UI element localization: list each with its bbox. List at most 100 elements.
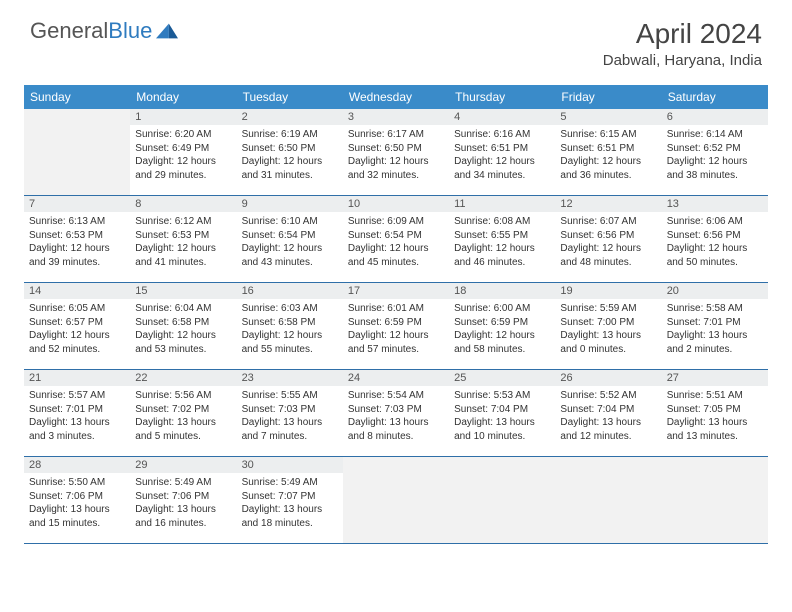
daylight-text: and 55 minutes. <box>242 343 338 357</box>
day-number: 2 <box>237 109 343 125</box>
calendar-week-row: 14Sunrise: 6:05 AMSunset: 6:57 PMDayligh… <box>24 283 768 370</box>
daylight-text: and 43 minutes. <box>242 256 338 270</box>
day-cell: 29Sunrise: 5:49 AMSunset: 7:06 PMDayligh… <box>130 457 236 543</box>
sunset-text: Sunset: 7:05 PM <box>667 403 763 417</box>
day-number: 16 <box>237 283 343 299</box>
page-header: GeneralBlue April 2024 Dabwali, Haryana,… <box>0 0 792 77</box>
daylight-text: and 52 minutes. <box>29 343 125 357</box>
day-number: 3 <box>343 109 449 125</box>
weekday-header: Friday <box>555 85 661 109</box>
day-cell: 28Sunrise: 5:50 AMSunset: 7:06 PMDayligh… <box>24 457 130 543</box>
day-cell: 15Sunrise: 6:04 AMSunset: 6:58 PMDayligh… <box>130 283 236 369</box>
day-details: Sunrise: 5:49 AMSunset: 7:06 PMDaylight:… <box>130 473 236 535</box>
title-block: April 2024 Dabwali, Haryana, India <box>603 18 762 69</box>
sunset-text: Sunset: 7:01 PM <box>29 403 125 417</box>
day-details: Sunrise: 5:58 AMSunset: 7:01 PMDaylight:… <box>662 299 768 361</box>
day-details: Sunrise: 6:13 AMSunset: 6:53 PMDaylight:… <box>24 212 130 274</box>
weekday-header: Wednesday <box>343 85 449 109</box>
sunrise-text: Sunrise: 6:07 AM <box>560 215 656 229</box>
sunset-text: Sunset: 7:03 PM <box>242 403 338 417</box>
sunrise-text: Sunrise: 5:55 AM <box>242 389 338 403</box>
sunset-text: Sunset: 7:06 PM <box>29 490 125 504</box>
daylight-text: and 50 minutes. <box>667 256 763 270</box>
daylight-text: Daylight: 13 hours <box>560 416 656 430</box>
sunset-text: Sunset: 6:54 PM <box>348 229 444 243</box>
daylight-text: Daylight: 12 hours <box>454 155 550 169</box>
sunset-text: Sunset: 7:00 PM <box>560 316 656 330</box>
day-cell: 19Sunrise: 5:59 AMSunset: 7:00 PMDayligh… <box>555 283 661 369</box>
day-number: 26 <box>555 370 661 386</box>
daylight-text: Daylight: 12 hours <box>29 242 125 256</box>
daylight-text: and 10 minutes. <box>454 430 550 444</box>
sunset-text: Sunset: 6:52 PM <box>667 142 763 156</box>
daylight-text: and 57 minutes. <box>348 343 444 357</box>
sunrise-text: Sunrise: 6:13 AM <box>29 215 125 229</box>
day-number: 25 <box>449 370 555 386</box>
day-number: 30 <box>237 457 343 473</box>
day-details: Sunrise: 6:09 AMSunset: 6:54 PMDaylight:… <box>343 212 449 274</box>
day-details: Sunrise: 6:00 AMSunset: 6:59 PMDaylight:… <box>449 299 555 361</box>
day-cell: 8Sunrise: 6:12 AMSunset: 6:53 PMDaylight… <box>130 196 236 282</box>
daylight-text: and 15 minutes. <box>29 517 125 531</box>
daylight-text: and 0 minutes. <box>560 343 656 357</box>
weekday-header: Saturday <box>662 85 768 109</box>
day-cell: 30Sunrise: 5:49 AMSunset: 7:07 PMDayligh… <box>237 457 343 543</box>
daylight-text: and 41 minutes. <box>135 256 231 270</box>
daylight-text: Daylight: 12 hours <box>667 242 763 256</box>
day-number: 6 <box>662 109 768 125</box>
day-cell: 17Sunrise: 6:01 AMSunset: 6:59 PMDayligh… <box>343 283 449 369</box>
weekday-header: Sunday <box>24 85 130 109</box>
day-cell: 2Sunrise: 6:19 AMSunset: 6:50 PMDaylight… <box>237 109 343 195</box>
sunset-text: Sunset: 6:59 PM <box>454 316 550 330</box>
day-number: 29 <box>130 457 236 473</box>
daylight-text: and 32 minutes. <box>348 169 444 183</box>
sunset-text: Sunset: 7:04 PM <box>560 403 656 417</box>
daylight-text: and 12 minutes. <box>560 430 656 444</box>
daylight-text: Daylight: 12 hours <box>348 329 444 343</box>
daylight-text: Daylight: 13 hours <box>560 329 656 343</box>
sunset-text: Sunset: 6:51 PM <box>560 142 656 156</box>
day-cell: 21Sunrise: 5:57 AMSunset: 7:01 PMDayligh… <box>24 370 130 456</box>
sunset-text: Sunset: 7:02 PM <box>135 403 231 417</box>
weekday-header: Tuesday <box>237 85 343 109</box>
daylight-text: Daylight: 13 hours <box>667 329 763 343</box>
day-number: 7 <box>24 196 130 212</box>
daylight-text: and 39 minutes. <box>29 256 125 270</box>
sunrise-text: Sunrise: 6:12 AM <box>135 215 231 229</box>
day-number: 9 <box>237 196 343 212</box>
sunrise-text: Sunrise: 6:09 AM <box>348 215 444 229</box>
day-number: 28 <box>24 457 130 473</box>
day-number: 24 <box>343 370 449 386</box>
sunrise-text: Sunrise: 6:08 AM <box>454 215 550 229</box>
day-details: Sunrise: 6:16 AMSunset: 6:51 PMDaylight:… <box>449 125 555 187</box>
daylight-text: Daylight: 12 hours <box>560 155 656 169</box>
day-cell: 23Sunrise: 5:55 AMSunset: 7:03 PMDayligh… <box>237 370 343 456</box>
daylight-text: Daylight: 12 hours <box>560 242 656 256</box>
day-number: 27 <box>662 370 768 386</box>
sunrise-text: Sunrise: 5:50 AM <box>29 476 125 490</box>
day-cell: 10Sunrise: 6:09 AMSunset: 6:54 PMDayligh… <box>343 196 449 282</box>
sunset-text: Sunset: 6:56 PM <box>560 229 656 243</box>
sunset-text: Sunset: 6:54 PM <box>242 229 338 243</box>
daylight-text: Daylight: 12 hours <box>135 242 231 256</box>
sunrise-text: Sunrise: 6:19 AM <box>242 128 338 142</box>
daylight-text: Daylight: 13 hours <box>242 503 338 517</box>
day-cell: 11Sunrise: 6:08 AMSunset: 6:55 PMDayligh… <box>449 196 555 282</box>
sunset-text: Sunset: 6:51 PM <box>454 142 550 156</box>
daylight-text: Daylight: 12 hours <box>348 155 444 169</box>
day-cell: 20Sunrise: 5:58 AMSunset: 7:01 PMDayligh… <box>662 283 768 369</box>
daylight-text: and 45 minutes. <box>348 256 444 270</box>
weekday-header-row: SundayMondayTuesdayWednesdayThursdayFrid… <box>24 85 768 109</box>
sunset-text: Sunset: 6:50 PM <box>242 142 338 156</box>
sunrise-text: Sunrise: 5:49 AM <box>242 476 338 490</box>
day-details: Sunrise: 5:55 AMSunset: 7:03 PMDaylight:… <box>237 386 343 448</box>
day-details: Sunrise: 6:04 AMSunset: 6:58 PMDaylight:… <box>130 299 236 361</box>
day-number: 15 <box>130 283 236 299</box>
daylight-text: and 5 minutes. <box>135 430 231 444</box>
day-details: Sunrise: 6:08 AMSunset: 6:55 PMDaylight:… <box>449 212 555 274</box>
sunrise-text: Sunrise: 6:00 AM <box>454 302 550 316</box>
daylight-text: and 46 minutes. <box>454 256 550 270</box>
daylight-text: and 18 minutes. <box>242 517 338 531</box>
day-number: 8 <box>130 196 236 212</box>
day-details: Sunrise: 6:15 AMSunset: 6:51 PMDaylight:… <box>555 125 661 187</box>
